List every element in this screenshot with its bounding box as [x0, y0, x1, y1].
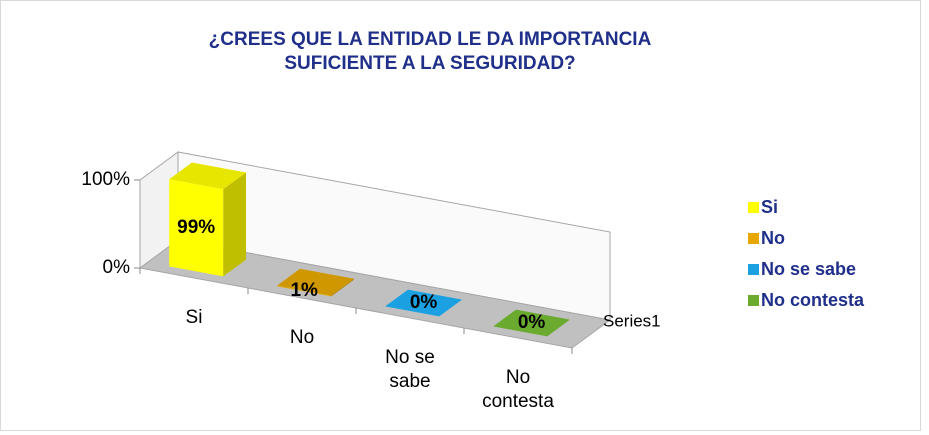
x-tick-label: No: [289, 327, 315, 348]
data-label: 99%: [177, 217, 215, 238]
legend-label: Si: [761, 197, 778, 217]
depth-axis-label: Series1: [603, 311, 661, 330]
bar-top: [277, 268, 354, 296]
bar: [493, 309, 570, 337]
legend-label: No contesta: [761, 290, 865, 310]
legend-label: No: [761, 228, 785, 248]
legend-swatch: [748, 233, 759, 244]
x-tick-box: Si: [185, 307, 203, 328]
data-label: 1%: [290, 280, 318, 301]
title-box: ¿CREES QUE LA ENTIDAD LE DA IMPORTANCIA …: [208, 29, 652, 74]
x-tick-label: No se sabe: [385, 347, 435, 392]
bar: [385, 289, 462, 317]
bar: [277, 268, 354, 297]
bar-top: [169, 162, 246, 190]
data-label: 0%: [410, 292, 438, 313]
x-tick-box: No se sabe: [385, 347, 435, 392]
legend-swatch: [748, 295, 759, 306]
data-label: 0%: [518, 312, 546, 333]
chart-title: ¿CREES QUE LA ENTIDAD LE DA IMPORTANCIA …: [208, 29, 652, 74]
bar-side: [331, 278, 354, 297]
bar-top: [385, 289, 462, 317]
bar-front: [277, 285, 332, 297]
bar: [169, 162, 246, 277]
x-tick-box: No: [289, 327, 315, 348]
y-tick-label: 0%: [103, 257, 131, 278]
bar-top: [493, 309, 570, 337]
floor: [138, 239, 612, 349]
y-tick-label: 100%: [81, 169, 130, 190]
legend-swatch: [748, 202, 759, 213]
x-tick-label: No contesta: [482, 367, 554, 412]
bar-front: [169, 179, 224, 277]
legend-label: No se sabe: [761, 259, 856, 279]
bar-side: [223, 172, 246, 277]
legend-swatch: [748, 264, 759, 275]
x-tick-label: Si: [185, 307, 203, 328]
x-tick-box: No contesta: [482, 367, 554, 412]
